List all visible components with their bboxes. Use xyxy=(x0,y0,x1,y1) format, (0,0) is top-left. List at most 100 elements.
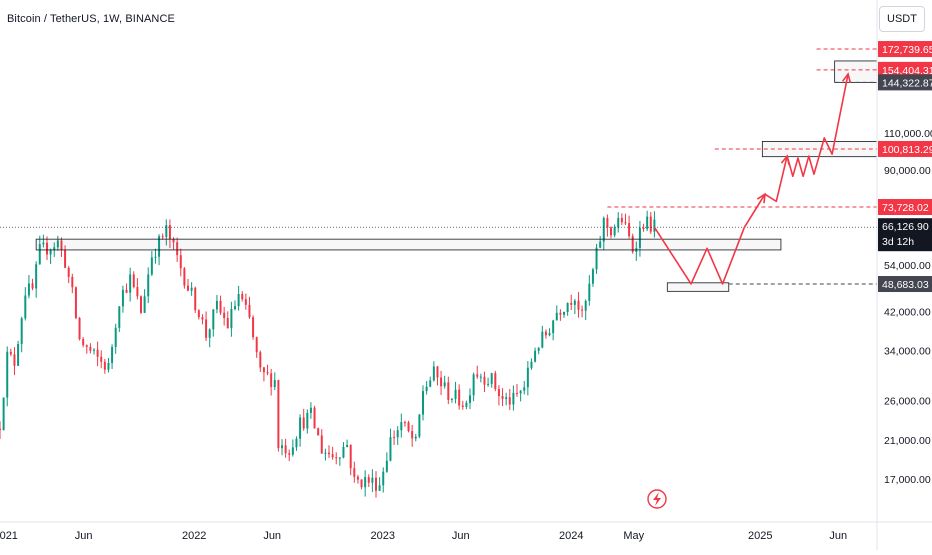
candle-body xyxy=(266,372,269,374)
candle-body xyxy=(396,430,399,438)
price-level-tag-background xyxy=(878,276,932,293)
price-tick-label: 54,000.00 xyxy=(884,260,931,272)
candle-body xyxy=(516,392,519,394)
candle-body xyxy=(588,283,591,301)
forecast-path[interactable] xyxy=(653,73,849,285)
candle-body xyxy=(631,236,634,252)
candle-body xyxy=(96,349,99,357)
time-tick-label: Jun xyxy=(829,530,847,542)
candle-body xyxy=(143,296,146,313)
candle-body xyxy=(85,345,88,347)
candle-body xyxy=(82,339,85,346)
candle-body xyxy=(273,380,276,388)
candle-body xyxy=(595,247,598,270)
candle-body xyxy=(53,247,56,251)
candle-body xyxy=(505,397,508,400)
price-level-tag-background xyxy=(878,61,932,78)
candle-body xyxy=(501,396,504,400)
candle-body xyxy=(342,446,345,458)
candle-body xyxy=(248,304,251,318)
candle-body xyxy=(168,225,171,240)
price-zone-rectangle[interactable] xyxy=(834,60,880,83)
candle-body xyxy=(393,437,396,439)
currency-button[interactable]: USDT xyxy=(879,6,925,32)
candle-body xyxy=(299,417,302,439)
candle-body xyxy=(432,366,435,381)
price-axis-background xyxy=(877,0,932,550)
price-level-tag-label: 144,322.87 xyxy=(882,77,932,89)
time-tick-label: 2023 xyxy=(370,530,394,542)
candle-body xyxy=(400,422,403,431)
candle-body xyxy=(534,350,537,362)
candle-body xyxy=(114,327,117,347)
candle-body xyxy=(100,356,103,362)
candle-body xyxy=(35,264,38,289)
candle-body xyxy=(450,398,453,400)
candle-body xyxy=(429,380,432,387)
candle-body xyxy=(313,407,316,429)
chart-title: Bitcoin / TetherUS, 1W, BINANCE xyxy=(7,13,175,25)
candle-body xyxy=(544,331,547,336)
candle-body xyxy=(382,471,385,486)
price-zone-rectangle[interactable] xyxy=(666,282,730,292)
candle-body xyxy=(190,287,193,291)
candle-body xyxy=(469,395,472,403)
candle-body xyxy=(281,445,283,449)
candle-body xyxy=(519,390,522,394)
candle-body xyxy=(367,477,370,483)
candle-body xyxy=(537,347,540,351)
candle-body xyxy=(360,479,363,488)
candle-body xyxy=(458,389,461,406)
price-level-tag-label: 172,739.65 xyxy=(882,44,932,56)
candle-body xyxy=(205,319,208,338)
price-zone-rectangle[interactable] xyxy=(35,238,782,251)
candle-body xyxy=(541,331,544,348)
candle-body xyxy=(136,286,139,297)
candle-body xyxy=(140,296,142,313)
time-tick-label: 2024 xyxy=(559,530,583,542)
candle-body xyxy=(56,240,59,248)
candle-body xyxy=(552,320,555,334)
candle-body xyxy=(172,239,175,243)
candle-body xyxy=(309,407,312,413)
candle-body xyxy=(244,299,247,305)
candle-body xyxy=(494,373,497,389)
candle-body xyxy=(125,289,128,293)
candle-body xyxy=(60,240,63,251)
candle-body xyxy=(411,430,414,439)
candle-body xyxy=(111,346,114,363)
candle-body xyxy=(212,309,215,330)
candle-body xyxy=(230,309,233,329)
candle-body xyxy=(89,346,92,351)
candle-body xyxy=(103,361,106,370)
candle-body xyxy=(487,383,490,385)
candle-body xyxy=(49,250,52,255)
flash-icon-circle xyxy=(647,489,667,509)
candle-body xyxy=(599,241,602,248)
candle-body xyxy=(158,236,161,257)
candle-body xyxy=(259,352,262,368)
candle-body xyxy=(353,468,356,477)
flash-icon[interactable] xyxy=(647,489,667,509)
candle-body xyxy=(38,244,41,265)
price-tick-label: 42,000.00 xyxy=(884,306,931,318)
candle-body xyxy=(302,417,305,429)
candle-body xyxy=(407,422,410,431)
candle-body xyxy=(638,227,641,249)
candle-body xyxy=(2,397,5,431)
candle-body xyxy=(197,310,200,318)
price-level-tag-background xyxy=(878,74,932,91)
drawings-layer xyxy=(0,48,887,292)
candle-body xyxy=(291,447,294,455)
candle-body xyxy=(642,227,645,230)
candle-body xyxy=(356,476,359,480)
candle-body xyxy=(201,317,204,320)
candle-body xyxy=(389,437,392,461)
candle-body xyxy=(566,302,569,312)
candle-body xyxy=(27,283,30,296)
candle-body xyxy=(508,397,511,405)
candle-body xyxy=(461,405,464,407)
